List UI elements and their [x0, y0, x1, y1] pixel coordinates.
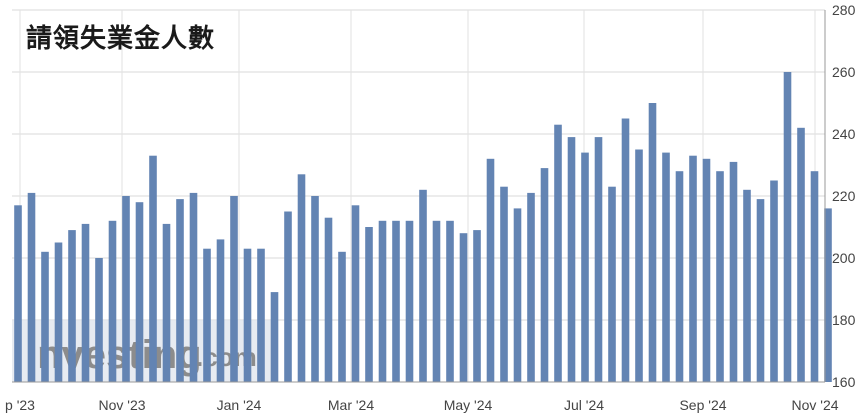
bar [635, 149, 643, 382]
bar [405, 220, 414, 382]
bar [486, 158, 495, 382]
chart-title: 請領失業金人數 [26, 24, 216, 54]
bar [446, 220, 454, 382]
bar [189, 192, 198, 382]
bar [162, 223, 171, 382]
bar [216, 239, 225, 382]
bar [621, 118, 630, 382]
bar [41, 251, 49, 382]
bar [270, 292, 279, 382]
bar [149, 155, 157, 382]
bar [297, 174, 306, 382]
y-tick-label: 280 [832, 2, 856, 18]
bar [689, 155, 697, 382]
bar [473, 230, 481, 382]
bar [324, 217, 333, 382]
y-tick-label: 260 [832, 64, 856, 80]
bar [783, 72, 792, 382]
bar [257, 248, 265, 382]
bar [432, 220, 441, 382]
bar [648, 103, 657, 382]
bar [230, 196, 238, 382]
y-tick-label: 200 [832, 250, 856, 266]
bar [662, 152, 670, 382]
bars [14, 72, 832, 382]
bar [338, 251, 346, 382]
bar [81, 223, 90, 382]
bar [392, 220, 400, 382]
bar [14, 205, 22, 382]
y-tick-label: 160 [832, 374, 856, 390]
bar [608, 186, 616, 382]
bar [513, 208, 522, 382]
bar [365, 227, 373, 382]
bar [419, 189, 427, 382]
bar [108, 220, 117, 382]
bar [203, 248, 211, 382]
bar [122, 196, 130, 382]
bar [540, 168, 549, 382]
bar [810, 171, 819, 382]
bar [176, 199, 184, 382]
bar [311, 196, 319, 382]
x-tick-label: Sep '24 [679, 397, 726, 413]
bar [756, 199, 765, 382]
y-tick-label: 220 [832, 188, 856, 204]
bar [770, 180, 778, 382]
x-tick-label: Nov '23 [98, 397, 145, 413]
bar [459, 233, 468, 382]
bar [54, 242, 63, 382]
y-axis: 160 180 200 220 240 260 280 [832, 2, 856, 390]
bar [594, 137, 603, 382]
x-tick-label: May '24 [444, 397, 493, 413]
bar [743, 189, 751, 382]
bar [68, 230, 76, 382]
bar [554, 124, 562, 382]
x-tick-label: p '23 [5, 397, 35, 413]
bar [351, 205, 360, 382]
y-tick-label: 240 [832, 126, 856, 142]
bar [797, 127, 805, 382]
bar [243, 248, 252, 382]
bar [378, 220, 387, 382]
bar [284, 211, 292, 382]
bar [500, 186, 508, 382]
bar [95, 258, 103, 382]
x-tick-label: Jan '24 [217, 397, 262, 413]
x-axis: p '23 Nov '23 Jan '24 Mar '24 May '24 Jul '24… [5, 397, 839, 413]
bar [527, 192, 535, 382]
bar [716, 171, 724, 382]
x-tick-label: Mar '24 [328, 397, 374, 413]
bar [27, 192, 36, 382]
bar [729, 161, 738, 382]
x-tick-label: Nov '24 [791, 397, 838, 413]
bar [135, 202, 144, 382]
bar [824, 208, 832, 382]
bar [567, 137, 576, 382]
bar [675, 171, 684, 382]
y-tick-label: 180 [832, 312, 856, 328]
x-tick-label: Jul '24 [564, 397, 604, 413]
bar [702, 158, 711, 382]
bar [581, 152, 589, 382]
